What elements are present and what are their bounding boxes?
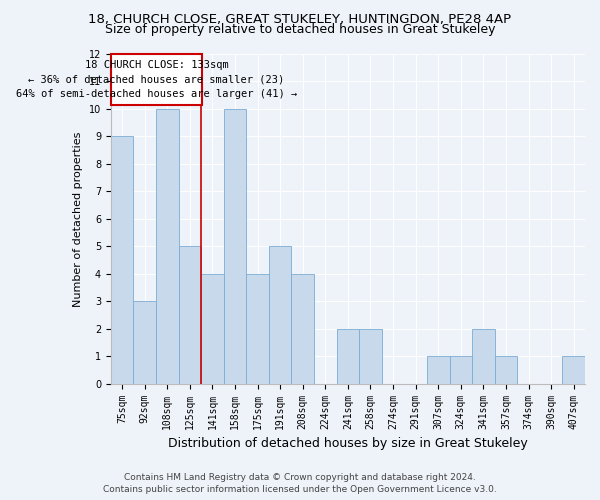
Text: 18 CHURCH CLOSE: 133sqm
← 36% of detached houses are smaller (23)
64% of semi-de: 18 CHURCH CLOSE: 133sqm ← 36% of detache… — [16, 60, 297, 99]
Bar — [111, 54, 202, 105]
Bar — [427, 356, 449, 384]
Bar — [179, 246, 201, 384]
Y-axis label: Number of detached properties: Number of detached properties — [73, 131, 83, 306]
Bar — [494, 356, 517, 384]
Bar — [156, 109, 179, 384]
X-axis label: Distribution of detached houses by size in Great Stukeley: Distribution of detached houses by size … — [168, 437, 528, 450]
Bar — [133, 302, 156, 384]
Bar — [359, 328, 382, 384]
Bar — [472, 328, 494, 384]
Bar — [562, 356, 585, 384]
Text: Contains HM Land Registry data © Crown copyright and database right 2024.
Contai: Contains HM Land Registry data © Crown c… — [103, 472, 497, 494]
Bar — [292, 274, 314, 384]
Text: Size of property relative to detached houses in Great Stukeley: Size of property relative to detached ho… — [105, 22, 495, 36]
Bar — [449, 356, 472, 384]
Bar — [246, 274, 269, 384]
Bar — [201, 274, 224, 384]
Bar — [269, 246, 292, 384]
Text: 18, CHURCH CLOSE, GREAT STUKELEY, HUNTINGDON, PE28 4AP: 18, CHURCH CLOSE, GREAT STUKELEY, HUNTIN… — [88, 12, 512, 26]
Bar — [111, 136, 133, 384]
Bar — [224, 109, 246, 384]
Bar — [337, 328, 359, 384]
